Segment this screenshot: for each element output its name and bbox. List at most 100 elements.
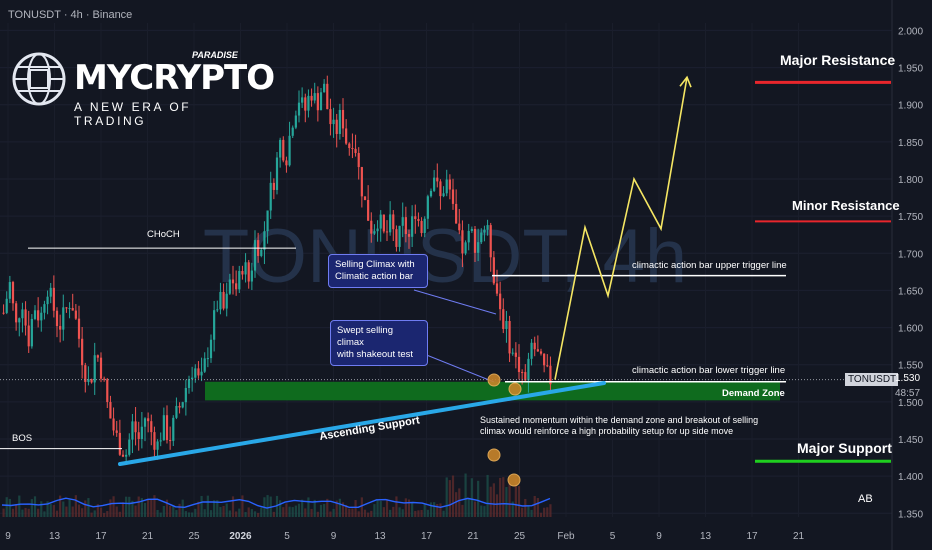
volume-bar <box>21 509 24 517</box>
candle-body <box>313 93 316 101</box>
candle-body <box>121 454 125 457</box>
volume-bar <box>244 512 247 517</box>
volume-bar <box>549 504 552 517</box>
volume-bar <box>363 509 367 517</box>
y-tick-label: 1.450 <box>898 435 923 446</box>
candle-body <box>401 217 404 226</box>
volume-bar <box>401 509 404 517</box>
x-tick-label: 21 <box>142 531 154 542</box>
x-tick-label: Feb <box>557 531 575 542</box>
volume-bar <box>461 504 464 517</box>
volume-bar <box>489 486 492 517</box>
volume-bar <box>473 501 477 517</box>
volume-bar <box>517 486 521 517</box>
candle-body <box>316 93 319 111</box>
volume-bar <box>18 495 21 517</box>
volume-bar <box>222 505 225 517</box>
volume-bar <box>436 503 439 517</box>
candle-body <box>181 402 184 408</box>
candle-body <box>524 372 527 381</box>
candle-body <box>348 143 351 149</box>
x-tick-label: 9 <box>656 531 662 542</box>
candle-body <box>147 418 150 422</box>
candle-body <box>77 318 81 339</box>
candle-body <box>235 283 238 290</box>
x-tick-label: 25 <box>514 531 526 542</box>
volume-bar <box>404 498 407 517</box>
y-tick-label: 2.000 <box>898 26 923 37</box>
ascending-support-line <box>118 381 606 466</box>
volume-bar <box>332 508 335 517</box>
volume-bar <box>373 504 376 517</box>
candle-body <box>370 220 373 234</box>
candle-body <box>351 148 354 150</box>
candle-body <box>143 418 147 427</box>
volume-bar <box>8 498 11 517</box>
volume-bar <box>524 498 527 517</box>
volume-bar <box>423 504 426 517</box>
candle-body <box>263 231 266 250</box>
candle-body <box>30 318 33 347</box>
symbol-title[interactable]: TONUSDT · 4h · Binance <box>8 9 133 21</box>
candle-body <box>241 271 244 275</box>
volume-bar <box>439 503 442 517</box>
candle-body <box>172 417 175 441</box>
candle-body <box>433 177 436 191</box>
candle-body <box>247 262 250 282</box>
logo-wordmark: MYCRYPTO <box>74 58 275 98</box>
selling-climax-line-1: Selling Climax with <box>335 259 415 270</box>
candle-body <box>508 320 511 354</box>
volume-bar <box>74 495 77 517</box>
time-axis: 9 13 17 21 25 2026 5 9 13 17 21 25 Feb 5 9 13 17 21 <box>5 531 804 542</box>
x-tick-label: 5 <box>610 531 616 542</box>
volume-bar <box>451 475 455 517</box>
candle-body <box>323 83 326 93</box>
major-resistance-label: Major Resistance <box>780 52 896 68</box>
candle-body <box>470 228 473 231</box>
candle-body <box>307 95 310 111</box>
upper-trigger-label: climactic action bar upper trigger line <box>632 260 787 271</box>
volume-bar <box>206 495 209 517</box>
volume-bar <box>238 508 241 517</box>
volume-bar <box>272 511 275 517</box>
candle-body <box>93 355 96 383</box>
selling-climax-note: Selling Climax with Climatic action bar <box>328 254 428 288</box>
volume-bar <box>178 503 181 517</box>
candle-body <box>62 307 65 330</box>
bos-label: BOS <box>12 433 33 444</box>
sustained-line-1: Sustained momentum within the demand zon… <box>480 415 759 425</box>
volume-bar <box>307 497 310 517</box>
x-tick-label: 21 <box>793 531 805 542</box>
candle-body <box>533 342 536 350</box>
candle-body <box>420 220 423 234</box>
candle-body <box>187 379 191 388</box>
candle-body <box>33 310 37 319</box>
candle-body <box>448 179 451 190</box>
volume-bar <box>228 510 231 517</box>
projection-arrowhead <box>679 75 692 88</box>
logo-paradise: PARADISE <box>192 50 238 60</box>
candle-body <box>294 115 297 128</box>
candle-body <box>197 368 200 376</box>
candle-body <box>414 216 417 220</box>
candle-body <box>426 196 429 219</box>
swept-note-line-1: Swept selling climax <box>337 325 393 348</box>
sustained-line-2: climax would reinforce a high probabilit… <box>480 426 734 436</box>
volume-bar <box>257 512 260 517</box>
volume-bar <box>533 496 536 517</box>
volume-bar <box>417 510 420 517</box>
volume-bar <box>30 499 33 517</box>
volume-bar <box>131 500 134 517</box>
candle-body <box>68 308 71 310</box>
volume-bar <box>59 495 62 517</box>
candle-body <box>392 214 395 230</box>
candle-body <box>282 139 285 161</box>
candle-body <box>49 287 52 297</box>
candle-body <box>530 342 533 359</box>
candle-body <box>304 97 307 111</box>
y-tick-label: 1.650 <box>898 286 923 297</box>
volume-bar <box>275 495 279 517</box>
candle-body <box>140 426 143 439</box>
volume-bar <box>354 499 357 517</box>
